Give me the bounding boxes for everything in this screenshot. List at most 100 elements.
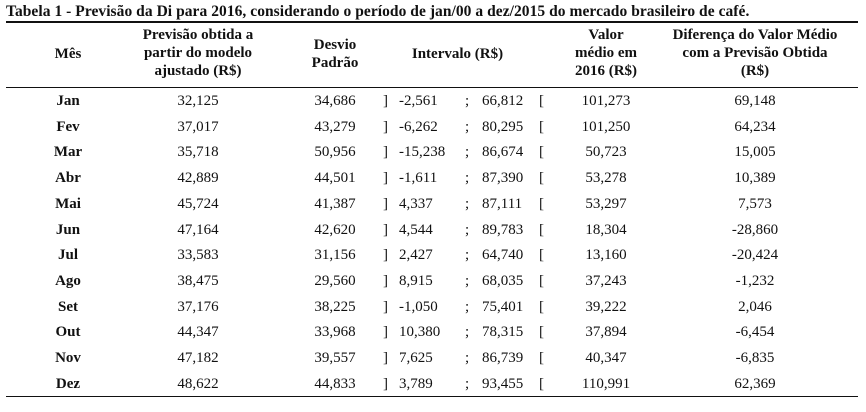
interval-open-bracket: ] — [383, 247, 388, 264]
interval-close-bracket: [ — [539, 195, 544, 212]
interval-close-bracket: [ — [539, 272, 544, 289]
valor-medio-cell: 53,297 — [585, 195, 627, 212]
interval-lower-cell: -2,561 — [399, 93, 438, 109]
previsao-cell: 45,724 — [177, 195, 219, 212]
header-valor-line-1: Valor — [588, 27, 624, 43]
interval-open-bracket: ] — [383, 221, 388, 238]
month-cell: Jan — [56, 93, 80, 109]
previsao-cell: 32,125 — [177, 93, 219, 109]
interval-upper-cell: 75,401 — [482, 298, 524, 315]
desvio-cell: 44,501 — [314, 170, 356, 187]
table-top-rule — [6, 21, 858, 23]
interval-open-bracket: ] — [383, 144, 388, 161]
diferenca-cell: 15,005 — [734, 144, 776, 161]
previsao-cell: 47,164 — [177, 221, 219, 238]
interval-upper-cell: 86,739 — [482, 350, 524, 366]
table-row: Out 44,347 33,968] 10,380; 78,315 [37,894 -6,4… — [0, 320, 866, 346]
interval-close-bracket: [ — [539, 350, 544, 366]
table-row: Nov 47,182 39,557] 7,625; 86,739 [40,347 -6,83… — [0, 346, 866, 372]
valor-medio-cell: 37,894 — [585, 324, 627, 341]
valor-medio-cell: 40,347 — [585, 350, 627, 366]
interval-upper-cell: 93,455 — [482, 375, 524, 392]
desvio-cell: 31,156 — [314, 247, 356, 264]
table-caption: Tabela 1 - Previsão da Di para 2016, con… — [6, 3, 750, 20]
month-cell: Jun — [55, 221, 81, 238]
interval-upper-cell: 78,315 — [482, 324, 524, 341]
valor-medio-cell: 39,222 — [585, 298, 627, 315]
month-cell: Abr — [55, 170, 81, 187]
header-diferenca-line-1: Diferença do Valor Médio — [672, 27, 838, 43]
table-row: Mar 35,718 50,956] -15,238; 86,674 [50,723 15,… — [0, 140, 866, 166]
table-row: Dez 48,622 44,833] 3,789; 93,455 [110,991 62,3… — [0, 372, 866, 398]
diferenca-cell: 2,046 — [738, 298, 772, 315]
header-valor-line-3: 2016 (R$) — [574, 63, 638, 79]
month-cell: Set — [58, 298, 78, 315]
month-cell: Mar — [53, 144, 83, 161]
previsao-cell: 48,622 — [177, 375, 219, 392]
diferenca-cell: 62,369 — [734, 375, 776, 392]
header-previsao-line-2: partir do modelo — [143, 45, 253, 61]
interval-upper-cell: 87,390 — [482, 170, 524, 187]
month-cell: Fev — [56, 118, 80, 135]
diferenca-cell: 7,573 — [738, 195, 772, 212]
month-cell: Dez — [55, 375, 81, 392]
header-previsao: Previsão obtida a partir do modelo ajust… — [118, 26, 278, 80]
interval-upper-cell: 66,812 — [482, 93, 524, 109]
previsao-cell: 44,347 — [177, 324, 219, 341]
diferenca-cell: -20,424 — [731, 247, 779, 264]
interval-separator: ; — [465, 144, 470, 161]
interval-separator: ; — [465, 298, 470, 315]
diferenca-cell: -6,835 — [735, 350, 775, 366]
interval-lower-cell: 8,915 — [399, 272, 433, 289]
table-row: Jun 47,164 42,620] 4,544; 89,783 [18,304 -28,8… — [0, 218, 866, 244]
interval-separator: ; — [465, 375, 470, 392]
header-desvio-line-1: Desvio — [313, 37, 357, 53]
table-bottom-rule — [6, 396, 858, 397]
interval-lower-cell: -6,262 — [399, 118, 438, 135]
valor-medio-cell: 101,273 — [581, 93, 631, 109]
interval-open-bracket: ] — [383, 170, 388, 187]
interval-upper-cell: 87,111 — [482, 195, 523, 212]
table-row: Mai 45,724 41,387] 4,337; 87,111 [53,297 7,573 — [0, 192, 866, 218]
header-rule — [6, 87, 858, 88]
interval-close-bracket: [ — [539, 375, 544, 392]
desvio-cell: 44,833 — [314, 375, 356, 392]
interval-separator: ; — [465, 272, 470, 289]
interval-upper-cell: 68,035 — [482, 272, 524, 289]
diferenca-cell: 10,389 — [734, 170, 776, 187]
header-diferenca-line-2: com a Previsão Obtida — [682, 45, 828, 61]
interval-separator: ; — [465, 324, 470, 341]
interval-upper-cell: 64,740 — [482, 247, 524, 264]
interval-close-bracket: [ — [539, 93, 544, 109]
interval-close-bracket: [ — [539, 298, 544, 315]
valor-medio-cell: 101,250 — [581, 118, 631, 135]
interval-separator: ; — [465, 247, 470, 264]
interval-lower-cell: 10,380 — [399, 324, 441, 341]
previsao-cell: 42,889 — [177, 170, 219, 187]
interval-lower-cell: -1,611 — [399, 170, 438, 187]
interval-lower-cell: 3,789 — [399, 375, 433, 392]
header-previsao-line-1: Previsão obtida a — [142, 27, 254, 43]
previsao-cell: 37,017 — [177, 118, 219, 135]
interval-open-bracket: ] — [383, 324, 388, 341]
interval-separator: ; — [465, 195, 470, 212]
previsao-cell: 47,182 — [177, 350, 219, 366]
desvio-cell: 39,557 — [314, 350, 356, 366]
valor-medio-cell: 18,304 — [585, 221, 627, 238]
valor-medio-cell: 13,160 — [585, 247, 627, 264]
desvio-cell: 50,956 — [314, 144, 356, 161]
interval-close-bracket: [ — [539, 170, 544, 187]
desvio-cell: 42,620 — [314, 221, 356, 238]
table-row: Jul 33,583 31,156] 2,427; 64,740 [13,160 -20,4… — [0, 243, 866, 269]
valor-medio-cell: 50,723 — [585, 144, 627, 161]
diferenca-cell: -6,454 — [735, 324, 775, 341]
desvio-cell: 43,279 — [314, 118, 356, 135]
interval-open-bracket: ] — [383, 195, 388, 212]
interval-separator: ; — [465, 221, 470, 238]
header-mes: Mês — [54, 46, 82, 62]
table-row: Set 37,176 38,225] -1,050; 75,401 [39,222 2,04… — [0, 295, 866, 321]
desvio-cell: 34,686 — [314, 93, 356, 109]
diferenca-cell: 69,148 — [734, 93, 776, 109]
interval-separator: ; — [465, 350, 470, 366]
header-valor: Valor médio em 2016 (R$) — [556, 26, 656, 80]
